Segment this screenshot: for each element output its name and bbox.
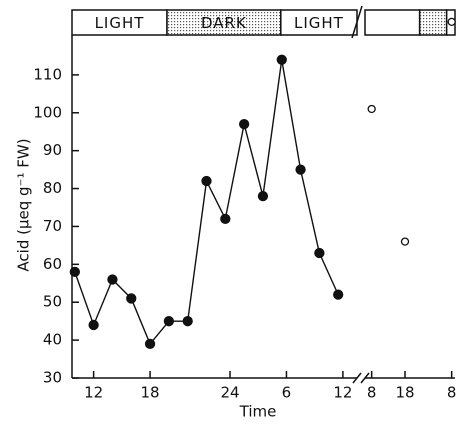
point (333, 289, 344, 300)
y-tick-label: 100 (33, 103, 62, 121)
point (367, 104, 376, 114)
point (314, 247, 325, 259)
x-tick-label: 18 (141, 384, 160, 402)
point (88, 319, 99, 331)
y-tick-label: 80 (43, 179, 62, 197)
band (418, 9, 448, 36)
x-tick-label: 8 (367, 384, 377, 402)
point (182, 316, 193, 327)
band (71, 9, 168, 36)
band (364, 9, 421, 36)
x-tick-label: 8 (447, 384, 457, 402)
y-tick-label: 30 (43, 369, 62, 387)
band-label: DARK (201, 14, 247, 32)
x-tick-label: 24 (220, 384, 239, 402)
point (276, 54, 287, 65)
line (74, 59, 339, 346)
point (126, 293, 137, 304)
band-label: LIGHT (95, 14, 145, 32)
point (400, 237, 410, 246)
point (220, 213, 231, 225)
band (166, 9, 282, 36)
x-tick-label: 18 (395, 384, 414, 402)
point (295, 164, 306, 175)
x-axis-label: Time (239, 403, 277, 421)
x-tick-label: 12 (333, 384, 352, 402)
x-tick-label: 6 (282, 384, 292, 402)
y-tick-label: 60 (43, 255, 62, 273)
point (144, 338, 156, 350)
y-tick-label: 90 (43, 141, 62, 159)
band-break (351, 5, 363, 39)
band-label: LIGHT (294, 14, 344, 32)
y-tick-label: 40 (43, 331, 62, 349)
axis-break (352, 372, 362, 384)
y-tick-label: 50 (43, 293, 62, 311)
point (447, 17, 456, 26)
y-tick-label: 110 (33, 65, 62, 83)
point (238, 118, 250, 130)
axis-break (360, 372, 370, 384)
x-tick-label: 12 (84, 384, 103, 402)
point (257, 190, 269, 202)
point (163, 316, 175, 327)
y-tick-label: 70 (43, 217, 62, 235)
point (107, 274, 118, 285)
point (69, 266, 80, 278)
band (280, 9, 358, 36)
y-axis-label: Acid (µeq g⁻¹ FW) (15, 138, 33, 271)
point (201, 175, 212, 187)
